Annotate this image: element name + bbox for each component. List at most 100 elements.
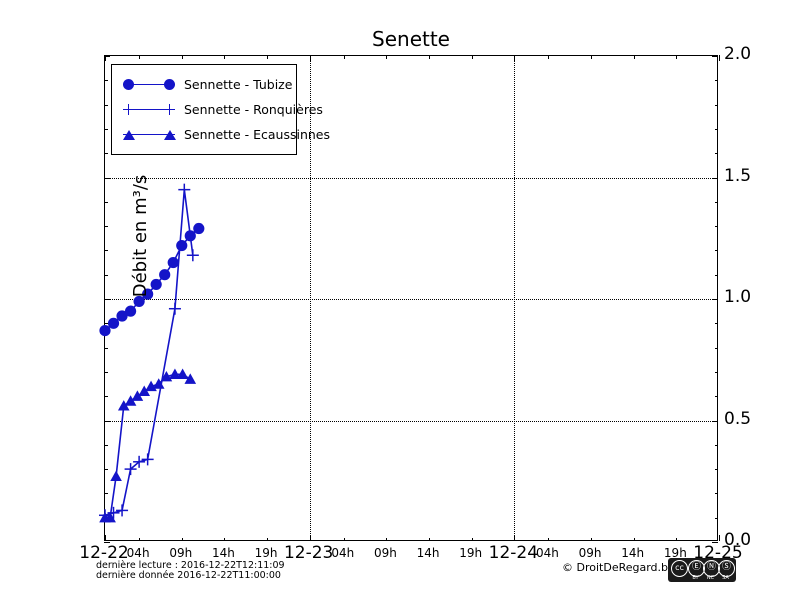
x-tick-label-hour: 19h bbox=[254, 546, 278, 560]
y-tick-minor bbox=[714, 226, 718, 228]
y-tick-minor bbox=[714, 153, 718, 155]
x-tick-minor bbox=[548, 55, 550, 59]
x-tick-minor bbox=[343, 55, 345, 59]
x-tick-label-hour: 19h bbox=[459, 546, 483, 560]
y-tick-minor bbox=[714, 517, 718, 519]
last-data-text: dernière donnée 2016-12-22T11:00:00 bbox=[96, 570, 281, 581]
y-tick-minor bbox=[104, 444, 108, 446]
legend-marker-triangle-icon bbox=[120, 125, 178, 145]
x-tick-minor bbox=[591, 537, 593, 541]
legend-label-ecaussinnes: Sennette - Ecaussinnes bbox=[184, 126, 331, 142]
plot-area[interactable]: Débit en m³/s Sennette - Tubize Sennette… bbox=[99, 55, 720, 543]
x-tick-label-hour: 14h bbox=[211, 546, 235, 560]
series-circle bbox=[99, 222, 205, 337]
y-tick-minor bbox=[104, 153, 108, 155]
legend-marker-plus-icon bbox=[120, 100, 178, 120]
y-tick-minor bbox=[104, 274, 108, 276]
cc-icon: cc bbox=[671, 560, 688, 577]
y-tick-minor bbox=[104, 128, 108, 130]
x-tick-major bbox=[719, 535, 720, 541]
cc-sa-label: SA bbox=[722, 575, 729, 581]
x-tick-minor bbox=[676, 537, 678, 541]
y-tick-label: 0.5 bbox=[724, 408, 752, 429]
x-tick-minor bbox=[386, 55, 388, 59]
y-tick-label: 0.0 bbox=[724, 530, 752, 550]
y-tick-major bbox=[104, 542, 110, 543]
y-tick-minor bbox=[104, 80, 108, 82]
y-tick-major bbox=[104, 299, 110, 300]
legend[interactable]: Sennette - Tubize Sennette - Ronquières … bbox=[111, 64, 330, 155]
legend-item-ronquieres[interactable]: Sennette - Ronquières bbox=[112, 97, 323, 122]
legend-item-tubize[interactable]: Sennette - Tubize bbox=[112, 72, 296, 97]
x-tick-minor bbox=[181, 537, 183, 541]
y-tick-label: 2.0 bbox=[724, 44, 752, 64]
gridline-horizontal bbox=[105, 420, 717, 422]
y-tick-minor bbox=[714, 469, 718, 471]
x-tick-minor bbox=[429, 55, 431, 59]
y-tick-minor bbox=[714, 80, 718, 82]
y-tick-label: 1.0 bbox=[724, 287, 752, 307]
x-tick-minor bbox=[471, 55, 473, 59]
legend-marker-circle-icon bbox=[120, 75, 178, 95]
x-tick-label-hour: 04h bbox=[126, 546, 150, 560]
x-tick-minor bbox=[633, 537, 635, 541]
x-tick-minor bbox=[676, 55, 678, 59]
legend-label-tubize: Sennette - Tubize bbox=[184, 76, 293, 92]
y-tick-minor bbox=[104, 201, 108, 203]
y-tick-minor bbox=[104, 250, 108, 252]
x-tick-major bbox=[514, 55, 516, 61]
series-triangle bbox=[99, 368, 197, 523]
x-tick-major bbox=[105, 535, 106, 541]
legend-label-ronquieres: Sennette - Ronquières bbox=[184, 101, 323, 117]
y-tick-minor bbox=[104, 347, 108, 349]
y-tick-minor bbox=[714, 274, 718, 276]
y-tick-major bbox=[104, 56, 110, 57]
x-tick-minor bbox=[343, 537, 345, 541]
x-tick-label-day: 12-25 bbox=[693, 543, 743, 563]
x-tick-major bbox=[309, 535, 311, 541]
y-tick-minor bbox=[104, 469, 108, 471]
x-tick-major bbox=[719, 55, 720, 61]
y-tick-major bbox=[712, 542, 718, 543]
y-tick-minor bbox=[104, 517, 108, 519]
x-tick-minor bbox=[429, 537, 431, 541]
y-tick-minor bbox=[714, 104, 718, 106]
y-tick-minor bbox=[714, 128, 718, 130]
y-tick-minor bbox=[104, 323, 108, 325]
cc-nc-label: NC bbox=[706, 575, 715, 581]
x-tick-label-hour: 09h bbox=[578, 546, 602, 560]
last-read-text: dernière lecture : 2016-12-22T12:11:09 bbox=[96, 560, 285, 571]
gridline-horizontal bbox=[105, 177, 717, 179]
x-tick-minor bbox=[633, 55, 635, 59]
y-tick-label: 1.5 bbox=[724, 165, 752, 186]
legend-item-ecaussinnes[interactable]: Sennette - Ecaussinnes bbox=[112, 122, 330, 147]
y-tick-minor bbox=[714, 347, 718, 349]
gridline-horizontal bbox=[105, 299, 717, 300]
y-tick-minor bbox=[104, 396, 108, 398]
y-tick-minor bbox=[714, 201, 718, 203]
y-tick-major bbox=[712, 420, 718, 422]
x-tick-label-day: 12-24 bbox=[488, 543, 539, 563]
x-tick-major bbox=[514, 535, 516, 541]
x-tick-label-hour: 04h bbox=[536, 546, 559, 560]
y-axis-title: Débit en m³/s bbox=[130, 174, 151, 298]
y-tick-major bbox=[712, 177, 718, 179]
y-tick-minor bbox=[104, 493, 108, 495]
x-tick-label-day: 12-22 bbox=[79, 543, 129, 563]
x-tick-minor bbox=[591, 55, 593, 59]
x-tick-major bbox=[105, 55, 106, 61]
y-tick-minor bbox=[104, 371, 108, 373]
x-tick-minor bbox=[548, 537, 550, 541]
x-tick-minor bbox=[267, 55, 269, 59]
y-tick-major bbox=[104, 420, 110, 422]
x-tick-label-hour: 04h bbox=[331, 546, 355, 560]
x-tick-minor bbox=[471, 537, 473, 541]
x-tick-major bbox=[309, 55, 311, 61]
x-tick-minor bbox=[139, 55, 141, 59]
y-tick-minor bbox=[714, 493, 718, 495]
creative-commons-badge-icon[interactable]: cc Ⓔ Ⓝ Ⓢ BY NC SA bbox=[668, 558, 736, 582]
gridline-vertical bbox=[514, 56, 516, 540]
x-tick-label-hour: 09h bbox=[373, 546, 397, 560]
y-tick-minor bbox=[104, 104, 108, 106]
